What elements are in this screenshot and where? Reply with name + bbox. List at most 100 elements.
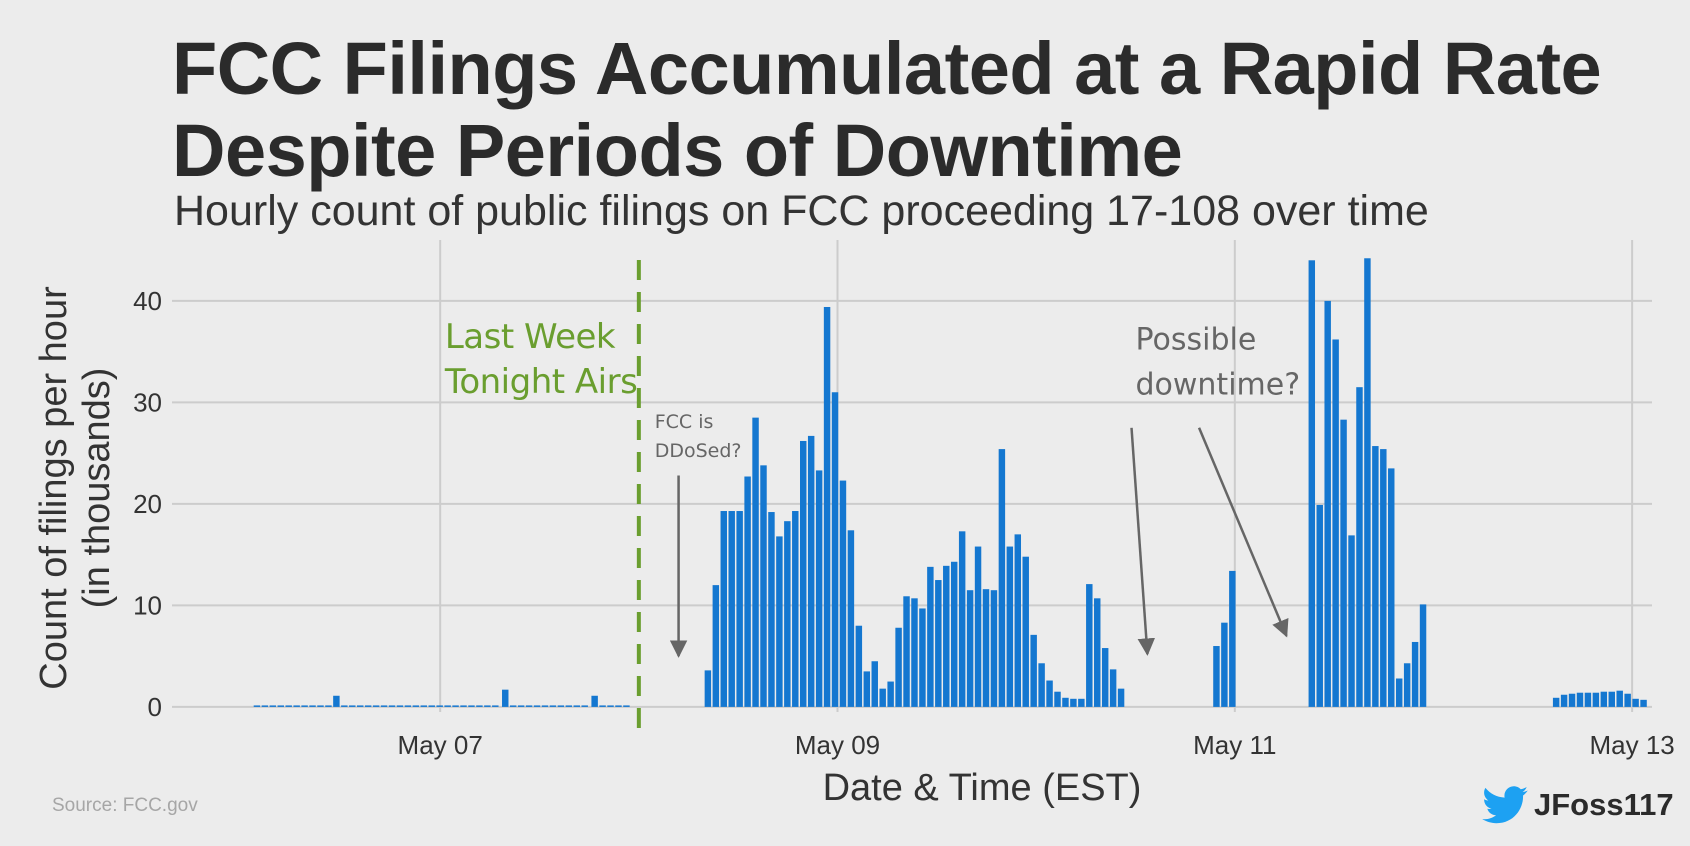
bar (1213, 646, 1220, 707)
bar (1372, 446, 1379, 707)
bar (517, 705, 525, 707)
bar (476, 705, 483, 707)
bar (1094, 598, 1101, 707)
bar (943, 565, 950, 707)
x-tick-label: May 09 (795, 730, 880, 760)
annotation-arrow (1197, 427, 1289, 638)
bar (468, 705, 475, 707)
bar (1380, 449, 1387, 707)
bar (982, 589, 990, 707)
bar (1568, 693, 1576, 707)
bar (293, 705, 300, 707)
y-tick-label: 40 (133, 286, 162, 316)
bar (1560, 694, 1568, 707)
bar (364, 705, 372, 707)
bar (950, 561, 958, 707)
x-tick-label: May 07 (398, 730, 483, 760)
bar (1356, 387, 1363, 707)
y-tick-label: 10 (133, 590, 162, 620)
bar (615, 705, 622, 707)
bar (1221, 622, 1228, 707)
bar (1022, 556, 1029, 707)
bar (863, 671, 871, 707)
bar (557, 705, 565, 707)
bar (565, 705, 573, 707)
bar (1316, 504, 1323, 707)
bar (831, 392, 839, 707)
bar (1395, 678, 1403, 707)
bar (990, 590, 998, 707)
bar (784, 521, 791, 707)
bar (712, 585, 720, 707)
bar (911, 598, 918, 707)
bar (444, 705, 451, 707)
bar (1086, 584, 1093, 707)
bar (509, 705, 517, 707)
y-axis-title: (in thousands) (76, 368, 118, 609)
x-tick-label: May 11 (1193, 730, 1276, 760)
bar (1030, 634, 1037, 707)
annotation-label: DDoSed? (655, 440, 742, 462)
annotation-arrow (1130, 427, 1156, 656)
bar (285, 705, 292, 707)
bar (1632, 698, 1639, 707)
bar (768, 512, 775, 707)
bar (420, 705, 428, 707)
bar (1324, 300, 1331, 707)
bar (1592, 692, 1600, 707)
bar (1062, 697, 1069, 707)
annotation-label: Possible (1135, 323, 1256, 358)
bar (736, 511, 743, 707)
bar (1364, 258, 1371, 707)
bar (549, 705, 557, 707)
bar (573, 705, 580, 707)
bar (1624, 693, 1631, 707)
bar (919, 608, 926, 707)
twitter-handle: JFoss117 (1534, 787, 1674, 822)
bar (1038, 663, 1045, 707)
author-credit: JFoss117 (1482, 786, 1674, 824)
bar (1046, 680, 1053, 707)
bar (525, 705, 533, 707)
bar (277, 705, 284, 707)
chart-title-line-1: FCC Filings Accumulated at a Rapid Rate (172, 27, 1602, 110)
y-tick-label: 20 (133, 489, 162, 519)
bar (269, 705, 277, 707)
bar (1411, 641, 1419, 707)
bar (412, 705, 420, 707)
chart-title-line-2: Despite Periods of Downtime (172, 109, 1183, 192)
bar (792, 511, 799, 707)
event-label: Tonight Airs (444, 362, 637, 402)
bar (839, 480, 847, 707)
bar (966, 590, 974, 707)
bar (309, 705, 316, 707)
bar (607, 705, 614, 707)
bar (1109, 669, 1117, 707)
bar (317, 705, 324, 707)
bar (887, 681, 894, 707)
bar (776, 536, 783, 707)
chart-subtitle: Hourly count of public filings on FCC pr… (174, 187, 1429, 235)
annotation-label: FCC is (655, 411, 714, 433)
bar (1552, 697, 1560, 707)
bar (935, 580, 942, 707)
bar (333, 695, 340, 707)
bar (1584, 692, 1592, 707)
bar (1117, 688, 1125, 707)
bar (380, 705, 388, 707)
bar (253, 705, 261, 707)
chart-title: FCC Filings Accumulated at a Rapid Rate … (172, 28, 1672, 192)
bar (452, 705, 459, 707)
bar (357, 705, 364, 707)
bar (895, 627, 902, 707)
bar (1101, 648, 1109, 707)
bar (752, 417, 759, 707)
bar (800, 440, 807, 707)
bar (623, 705, 630, 707)
bar (744, 476, 751, 707)
bar (1403, 663, 1411, 707)
annotation-label: downtime? (1135, 368, 1300, 403)
bar (1229, 570, 1236, 707)
bar (484, 705, 491, 707)
bar (807, 435, 815, 707)
